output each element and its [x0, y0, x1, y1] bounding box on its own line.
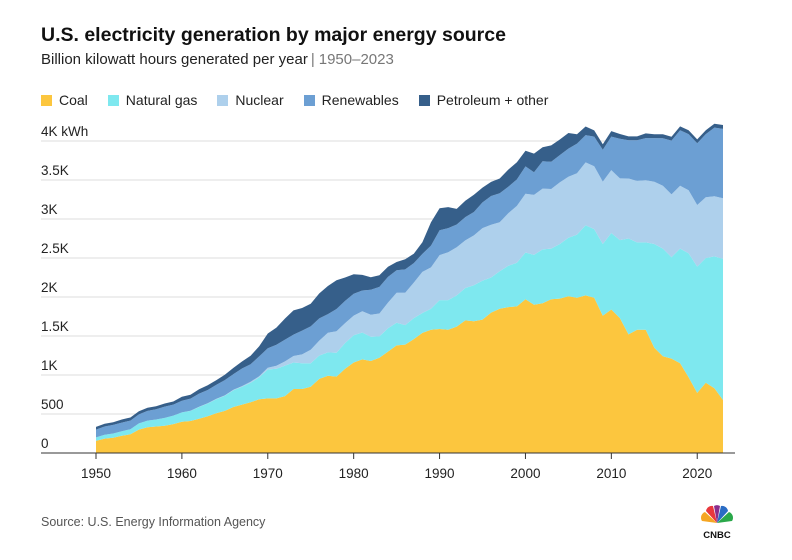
x-tick-label: 2010 — [596, 466, 626, 481]
legend-item-petroleum-other: Petroleum + other — [418, 92, 549, 108]
subtitle-text: Billion kilowatt hours generated per yea… — [41, 51, 308, 68]
y-tick-label: 2K — [41, 280, 58, 295]
legend-label: Renewables — [321, 92, 399, 108]
legend-swatch — [217, 94, 229, 106]
chart-title: U.S. electricity generation by major ene… — [41, 24, 506, 46]
area-coal — [96, 295, 723, 453]
x-tick-label: 2000 — [510, 466, 540, 481]
source-note: Source: U.S. Energy Information Agency — [41, 515, 266, 529]
subtitle-range: 1950–2023 — [318, 51, 394, 68]
y-tick-label: 500 — [41, 397, 64, 412]
chart-subtitle: Billion kilowatt hours generated per yea… — [41, 51, 394, 68]
area-renewables — [96, 127, 723, 438]
legend-item-renewables: Renewables — [303, 92, 399, 108]
x-tick-label: 1990 — [425, 466, 455, 481]
y-tick-label: 2.5K — [41, 241, 69, 256]
x-tick-label: 1960 — [167, 466, 197, 481]
legend: Coal Natural gas Nuclear Renewables Petroleu… — [41, 92, 568, 108]
legend-swatch — [303, 94, 315, 106]
logo-text: CNBC — [703, 530, 731, 541]
stacked-area-chart: 0 500 1K 1.5K 2K 2.5K 3K 3.5K 4K kWh 1950 1960 1970… — [41, 123, 735, 481]
x-tick-label: 1980 — [339, 466, 369, 481]
legend-swatch — [41, 94, 52, 106]
legend-label: Nuclear — [235, 92, 284, 108]
legend-label: Petroleum + other — [436, 92, 549, 108]
legend-item-nuclear: Nuclear — [217, 92, 284, 108]
x-tick-label: 1970 — [253, 466, 283, 481]
y-tick-label: 3.5K — [41, 163, 69, 178]
y-tick-label: 1K — [41, 358, 58, 373]
legend-swatch — [418, 94, 430, 106]
y-tick-label: 3K — [41, 202, 58, 217]
y-tick-label: 4K kWh — [41, 124, 88, 139]
legend-swatch — [107, 94, 119, 106]
x-tick-label: 1950 — [81, 466, 111, 481]
y-tick-label: 1.5K — [41, 319, 69, 334]
legend-label: Coal — [59, 92, 88, 108]
x-tick-label: 2020 — [682, 466, 712, 481]
area-nuclear — [96, 162, 723, 438]
area-natural-gas — [96, 225, 723, 441]
legend-item-coal: Coal — [41, 92, 88, 108]
subtitle-separator: | — [310, 51, 315, 68]
y-tick-label: 0 — [41, 436, 49, 451]
legend-item-natural-gas: Natural gas — [107, 92, 198, 108]
legend-label: Natural gas — [125, 92, 198, 108]
cnbc-peacock-logo: CNBC — [700, 505, 734, 541]
